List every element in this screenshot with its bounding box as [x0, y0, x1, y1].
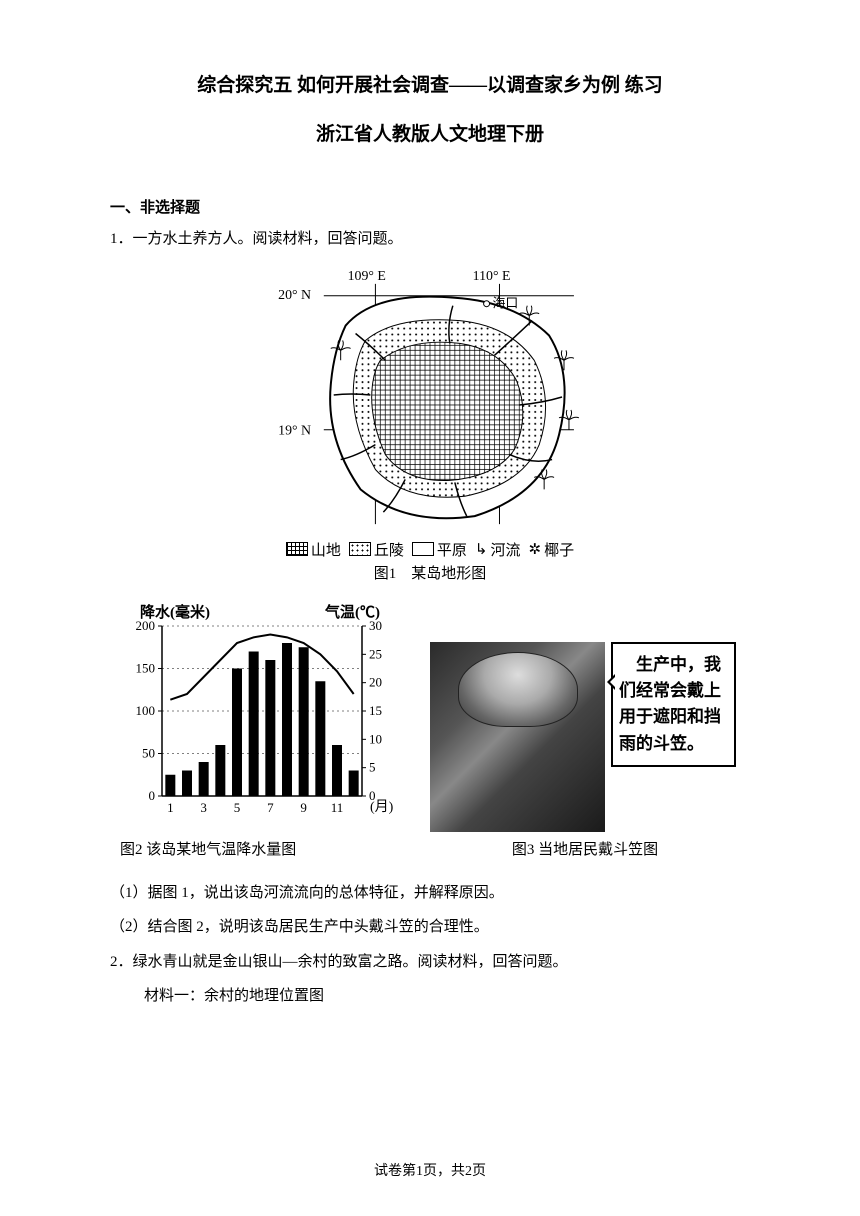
lon-label-1: 109° E — [348, 268, 386, 283]
figures-row-2: 降水(毫米) 气温(℃) 050100150200051015202530135… — [110, 601, 750, 859]
svg-text:25: 25 — [369, 646, 382, 661]
page-footer: 试卷第1页，共2页 — [0, 1160, 860, 1180]
svg-text:200: 200 — [136, 618, 156, 633]
q1-sub2: （2）结合图 2，说明该岛居民生产中头戴斗笠的合理性。 — [110, 913, 750, 942]
hat-shape — [458, 652, 578, 727]
svg-text:1: 1 — [167, 800, 174, 815]
lat-label-1: 20° N — [278, 287, 311, 302]
svg-text:15: 15 — [369, 703, 382, 718]
legend-plain: 平原 — [437, 539, 467, 560]
legend-coconut-icon: ✲ — [529, 540, 542, 558]
q1-intro: 1．一方水土养方人。阅读材料，回答问题。 — [110, 227, 750, 253]
q1-sub1: （1）据图 1，说出该岛河流流向的总体特征，并解释原因。 — [110, 879, 750, 908]
figure2-caption: 图2 该岛某地气温降水量图 — [120, 838, 400, 859]
speech-bubble: 生产中，我们经常会戴上用于遮阳和挡雨的斗笠。 — [611, 642, 736, 767]
svg-text:9: 9 — [300, 800, 307, 815]
legend-hill-icon — [349, 542, 371, 556]
figure2-block: 降水(毫米) 气温(℃) 050100150200051015202530135… — [120, 601, 400, 859]
legend-river: 河流 — [491, 539, 521, 560]
figure1-caption: 图1 某岛地形图 — [275, 562, 585, 583]
svg-text:20: 20 — [369, 674, 382, 689]
legend-plain-icon — [412, 542, 434, 556]
document-title-2: 浙江省人教版人文地理下册 — [110, 119, 750, 146]
photo-hat — [430, 642, 605, 832]
legend-coconut: 椰子 — [544, 539, 574, 560]
map-figure: 109° E 110° E 20° N 19° N — [275, 265, 585, 535]
q2-material: 材料一：余村的地理位置图 — [144, 982, 750, 1011]
figure1-container: 109° E 110° E 20° N 19° N — [110, 265, 750, 583]
legend-mountain-icon — [286, 542, 308, 556]
lat-label-2: 19° N — [278, 423, 311, 438]
svg-text:30: 30 — [369, 618, 382, 633]
lon-label-2: 110° E — [473, 268, 511, 283]
figure3-block: 生产中，我们经常会戴上用于遮阳和挡雨的斗笠。 图3 当地居民戴斗笠图 — [430, 642, 740, 859]
figure3-caption: 图3 当地居民戴斗笠图 — [430, 838, 740, 859]
svg-text:10: 10 — [369, 731, 382, 746]
city-label: 海口 — [493, 296, 519, 310]
svg-text:0: 0 — [149, 788, 156, 803]
section-a-header: 一、非选择题 — [110, 196, 750, 217]
svg-text:150: 150 — [136, 660, 156, 675]
x-axis-suffix: (月) — [370, 799, 394, 815]
legend-hill: 丘陵 — [374, 539, 404, 560]
climate-chart: 降水(毫米) 气温(℃) 050100150200051015202530135… — [120, 601, 400, 831]
svg-text:50: 50 — [142, 745, 155, 760]
document-title-1: 综合探究五 如何开展社会调查——以调查家乡为例 练习 — [110, 70, 750, 97]
svg-text:5: 5 — [234, 800, 241, 815]
svg-text:100: 100 — [136, 703, 156, 718]
svg-text:7: 7 — [267, 800, 274, 815]
legend-river-icon: ↳ — [475, 540, 488, 558]
svg-text:11: 11 — [331, 800, 344, 815]
map-legend: 山地 丘陵 平原 ↳河流 ✲椰子 — [275, 539, 585, 560]
svg-text:5: 5 — [369, 759, 376, 774]
q2-intro: 2．绿水青山就是金山银山—余村的致富之路。阅读材料，回答问题。 — [110, 948, 750, 977]
legend-mountain: 山地 — [311, 539, 341, 560]
svg-text:3: 3 — [200, 800, 207, 815]
